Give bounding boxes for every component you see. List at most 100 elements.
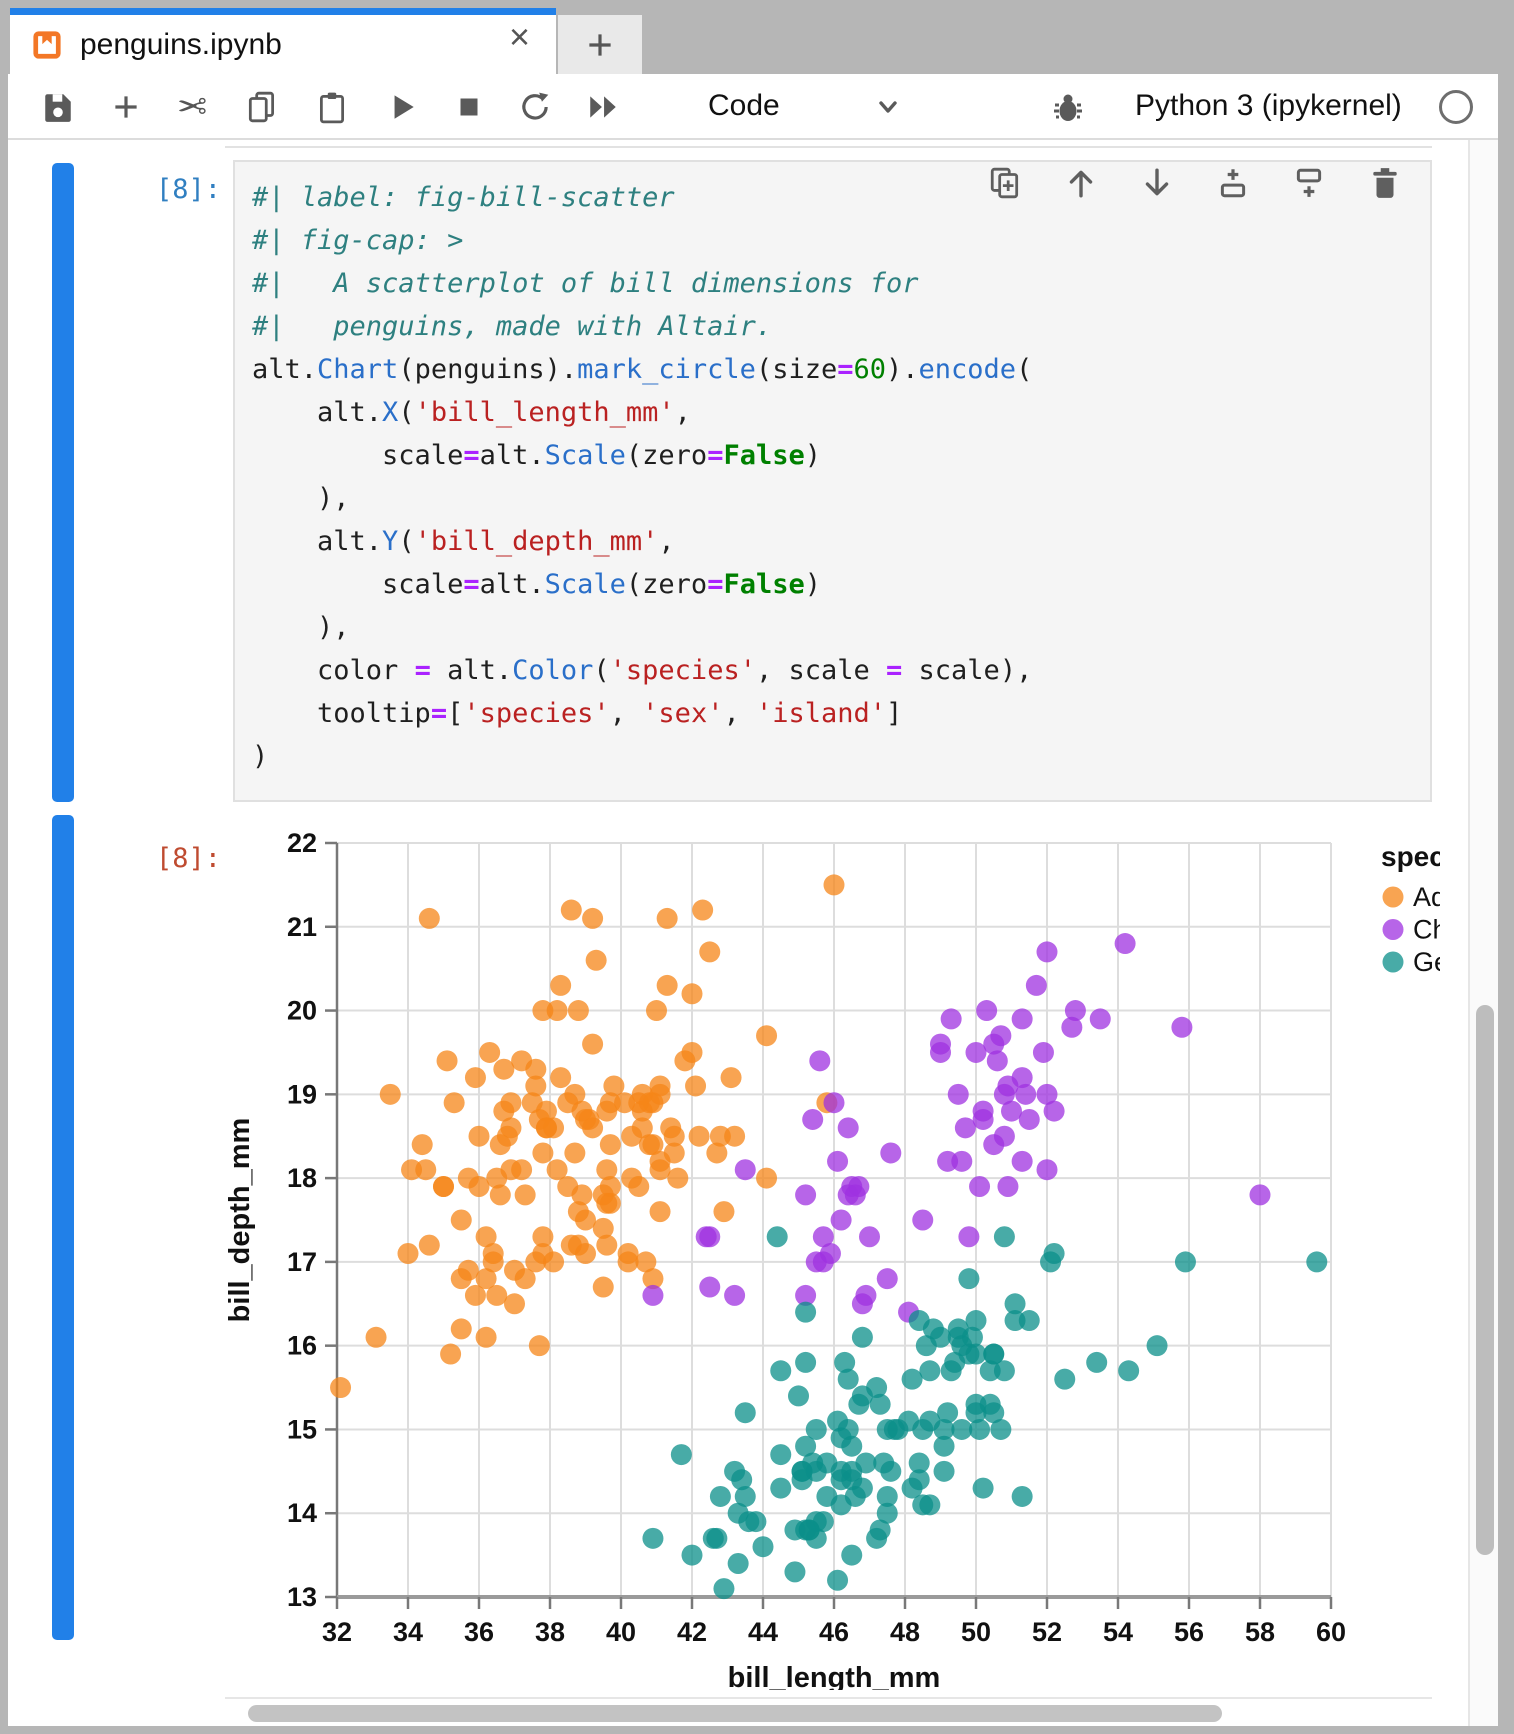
- svg-text:38: 38: [535, 1617, 565, 1647]
- svg-text:14: 14: [287, 1498, 317, 1528]
- delete-cell-button[interactable]: [1368, 166, 1402, 200]
- insert-below-icon: [1296, 168, 1322, 197]
- legend-label: Gentoo: [1413, 947, 1440, 977]
- paste-icon: [319, 92, 345, 124]
- code-line: scale=alt.Scale(zero=False): [252, 440, 821, 471]
- insert-cell-button[interactable]: [106, 87, 146, 127]
- notebook-panel: [8]: [8]: #| label: fig-bill-scatter #| f…: [8, 140, 1468, 1726]
- code-line: color = alt.Color('species', scale = sca…: [252, 655, 1033, 686]
- code-line: #| fig-cap: >: [252, 225, 464, 256]
- notebook-tab[interactable]: penguins.ipynb ×: [10, 8, 556, 74]
- cell-type-select[interactable]: Code: [708, 89, 780, 122]
- code-line: alt.Y('bill_depth_mm',: [252, 526, 675, 557]
- kernel-name[interactable]: Python 3 (ipykernel): [1135, 89, 1402, 122]
- plus-icon: [589, 33, 611, 56]
- output-collapser[interactable]: [52, 815, 74, 1640]
- svg-text:50: 50: [961, 1617, 991, 1647]
- interrupt-kernel-button[interactable]: [449, 87, 489, 127]
- svg-text:58: 58: [1245, 1617, 1275, 1647]
- code-line: ): [252, 741, 269, 772]
- restart-icon: [522, 92, 549, 120]
- code-line: ),: [252, 483, 350, 514]
- move-up-icon: [1069, 170, 1093, 198]
- code-editor[interactable]: #| label: fig-bill-scatter #| fig-cap: > #…: [235, 162, 1430, 800]
- svg-text:42: 42: [677, 1617, 707, 1647]
- chevron-down-icon: [879, 101, 897, 113]
- svg-text:48: 48: [890, 1617, 920, 1647]
- vertical-scrollbar[interactable]: [1476, 1005, 1494, 1555]
- code-cell[interactable]: #| label: fig-bill-scatter #| fig-cap: > #…: [233, 160, 1432, 802]
- notebook-toolbar: ✂ Code: [8, 74, 1498, 140]
- output-prompt: [8]:: [155, 843, 221, 874]
- insert-cell-below-button[interactable]: [1292, 166, 1326, 200]
- add-icon: [115, 96, 137, 118]
- svg-text:22: 22: [287, 828, 317, 858]
- input-collapser[interactable]: [52, 163, 74, 802]
- move-cell-up-button[interactable]: [1064, 166, 1098, 200]
- svg-text:15: 15: [287, 1414, 317, 1444]
- x-axis-title: bill_length_mm: [728, 1662, 941, 1690]
- kernel-status-indicator[interactable]: [1436, 87, 1476, 127]
- svg-text:18: 18: [287, 1163, 317, 1193]
- cell-output-chart[interactable]: 13 14 15 16 17 18 19 20 21 22 32 34 36 38 40 42 44 46 48 50…: [224, 812, 1468, 1694]
- scrollbar-track[interactable]: [1468, 140, 1498, 1726]
- code-line: scale=alt.Scale(zero=False): [252, 569, 821, 600]
- debug-icon: [1054, 94, 1082, 121]
- scatter-plot[interactable]: 13 14 15 16 17 18 19 20 21 22 32 34 36 38 40 42 44 46 48 50…: [224, 812, 1468, 1694]
- legend-label: Adelie: [1413, 882, 1440, 912]
- restart-kernel-button[interactable]: [515, 87, 555, 127]
- copy-icon: [248, 91, 275, 123]
- horizontal-scrollbar[interactable]: [248, 1705, 1222, 1722]
- cut-icon: ✂: [176, 86, 208, 127]
- svg-text:19: 19: [287, 1079, 317, 1109]
- run-all-icon: [590, 96, 616, 118]
- svg-text:16: 16: [287, 1331, 317, 1361]
- legend-label: Chinstrap: [1413, 915, 1440, 945]
- run-cell-button[interactable]: [382, 87, 422, 127]
- svg-text:40: 40: [606, 1617, 636, 1647]
- copy-cells-button[interactable]: [242, 87, 282, 127]
- delete-icon: [1373, 168, 1397, 198]
- insert-above-icon: [1220, 169, 1246, 198]
- cell-type-dropdown[interactable]: [868, 87, 908, 127]
- svg-text:21: 21: [287, 912, 317, 942]
- insert-cell-above-button[interactable]: [1216, 166, 1250, 200]
- svg-text:60: 60: [1316, 1617, 1346, 1647]
- kernel-status-icon: [1439, 90, 1473, 124]
- move-cell-down-button[interactable]: [1140, 166, 1174, 200]
- close-icon[interactable]: ×: [508, 16, 530, 57]
- save-icon: [45, 94, 71, 122]
- duplicate-icon: [990, 167, 1019, 199]
- svg-text:34: 34: [393, 1617, 423, 1647]
- notebook-file-icon: [33, 30, 61, 59]
- output-separator: [225, 1697, 1432, 1699]
- code-line: #| label: fig-bill-scatter: [252, 182, 675, 213]
- save-button[interactable]: [38, 87, 78, 127]
- svg-text:32: 32: [322, 1617, 352, 1647]
- new-tab-button[interactable]: [558, 15, 642, 74]
- previous-cell-edge: [225, 146, 1432, 148]
- stop-icon: [460, 98, 478, 116]
- duplicate-cell-button[interactable]: [988, 166, 1022, 200]
- run-all-button[interactable]: [583, 87, 623, 127]
- active-tab-accent: [10, 8, 556, 15]
- cut-cells-button[interactable]: ✂: [172, 86, 212, 127]
- legend-title: species: [1381, 841, 1440, 872]
- run-icon: [394, 95, 414, 119]
- input-prompt: [8]:: [155, 174, 221, 205]
- svg-text:13: 13: [287, 1582, 317, 1612]
- code-line: #| penguins, made with Altair.: [252, 311, 773, 342]
- svg-text:44: 44: [748, 1617, 778, 1647]
- code-line: #| A scatterplot of bill dimensions for: [252, 268, 919, 299]
- code-line: alt.Chart(penguins).mark_circle(size=60)…: [252, 354, 1033, 385]
- svg-text:36: 36: [464, 1617, 494, 1647]
- paste-cells-button[interactable]: [312, 87, 352, 127]
- y-axis-title: bill_depth_mm: [225, 1118, 256, 1323]
- code-line: ),: [252, 612, 350, 643]
- code-line: tooltip=['species', 'sex', 'island']: [252, 698, 903, 729]
- svg-text:52: 52: [1032, 1617, 1062, 1647]
- svg-text:56: 56: [1174, 1617, 1204, 1647]
- debugger-button[interactable]: [1048, 87, 1088, 127]
- svg-text:17: 17: [287, 1247, 317, 1277]
